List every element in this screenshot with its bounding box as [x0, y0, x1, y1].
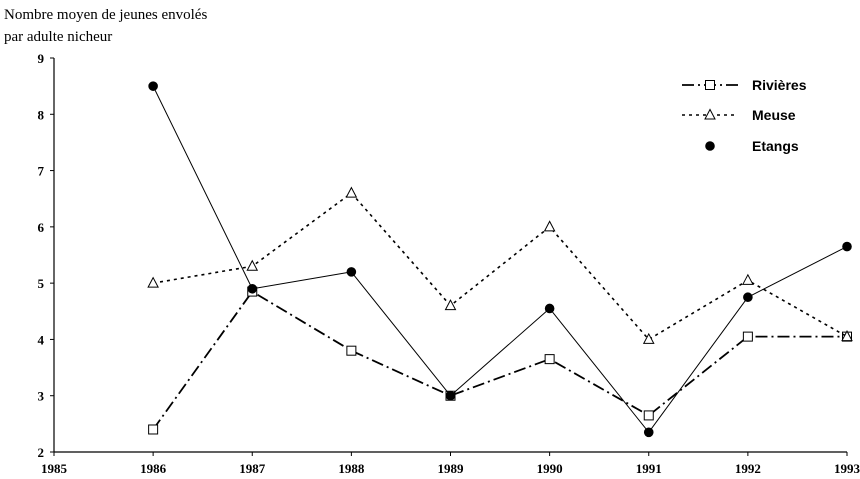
- data-point-rivieres: [544, 354, 555, 365]
- legend-item-etangs: Etangs: [705, 138, 799, 154]
- y-tick-label: 3: [38, 389, 45, 404]
- legend-label-meuse: Meuse: [752, 107, 796, 123]
- y-axis-title-line-2: par adulte nicheur: [4, 29, 112, 45]
- legend-marker-etangs: [705, 141, 715, 151]
- x-tick-label: 1985: [41, 461, 68, 476]
- y-tick-label: 2: [38, 445, 45, 460]
- data-point-meuse: [642, 332, 655, 344]
- x-tick-label: 1991: [636, 461, 662, 476]
- data-point-etangs: [743, 292, 753, 303]
- series-line-rivieres: [152, 290, 847, 431]
- legend-marker-meuse: [704, 108, 716, 120]
- data-point-meuse: [543, 220, 556, 232]
- legend-label-etangs: Etangs: [752, 138, 799, 154]
- y-tick-label: 7: [38, 164, 45, 179]
- series-rivieres: [148, 286, 852, 435]
- x-tick-label: 1993: [834, 461, 860, 476]
- y-axis-title: Nombre moyen de jeunes envolés par adult…: [4, 7, 207, 45]
- series-line-meuse: [152, 192, 848, 341]
- x-axis-ticks: 1985 1986 1987 1988 1989 1990 1991 1992 1993: [41, 452, 860, 476]
- data-point-meuse: [246, 259, 259, 271]
- legend-label-rivieres: Rivières: [752, 77, 807, 93]
- y-tick-label: 5: [38, 276, 45, 291]
- legend-item-rivieres: Rivières: [682, 77, 807, 93]
- data-point-meuse: [345, 186, 358, 198]
- data-point-etangs: [445, 390, 456, 401]
- x-tick-label: 1992: [735, 461, 761, 476]
- series-meuse: [147, 186, 853, 344]
- data-point-meuse: [147, 276, 159, 288]
- data-point-rivieres: [643, 410, 654, 421]
- y-tick-label: 6: [38, 220, 45, 235]
- data-point-meuse: [742, 273, 754, 285]
- y-tick-label: 4: [38, 332, 45, 347]
- data-point-rivieres: [346, 345, 357, 356]
- data-point-rivieres: [148, 424, 159, 435]
- series-etangs: [148, 81, 852, 438]
- x-tick-label: 1988: [338, 461, 365, 476]
- legend-item-meuse: Meuse: [682, 107, 796, 123]
- y-tick-label: 9: [38, 51, 45, 66]
- data-point-etangs: [544, 303, 555, 314]
- legend: Rivières Meuse Etangs: [682, 77, 807, 154]
- series-line-etangs: [152, 85, 848, 433]
- data-point-etangs: [643, 427, 654, 438]
- series-layer: [147, 81, 853, 438]
- y-tick-label: 8: [38, 107, 45, 122]
- data-point-etangs: [346, 267, 357, 277]
- x-tick-label: 1990: [537, 461, 563, 476]
- data-point-meuse: [841, 330, 853, 342]
- x-tick-label: 1989: [438, 461, 465, 476]
- legend-marker-rivieres: [705, 80, 715, 90]
- data-point-meuse: [444, 299, 457, 311]
- x-tick-label: 1987: [239, 461, 266, 476]
- x-tick-label: 1986: [140, 461, 167, 476]
- y-axis-title-line-1: Nombre moyen de jeunes envolés: [4, 7, 207, 23]
- data-point-etangs: [247, 283, 258, 294]
- y-axis-ticks: 2 3 4 5 6 7 8 9: [38, 51, 54, 460]
- data-point-etangs: [842, 241, 852, 252]
- data-point-etangs: [148, 81, 158, 91]
- data-point-rivieres: [742, 331, 753, 342]
